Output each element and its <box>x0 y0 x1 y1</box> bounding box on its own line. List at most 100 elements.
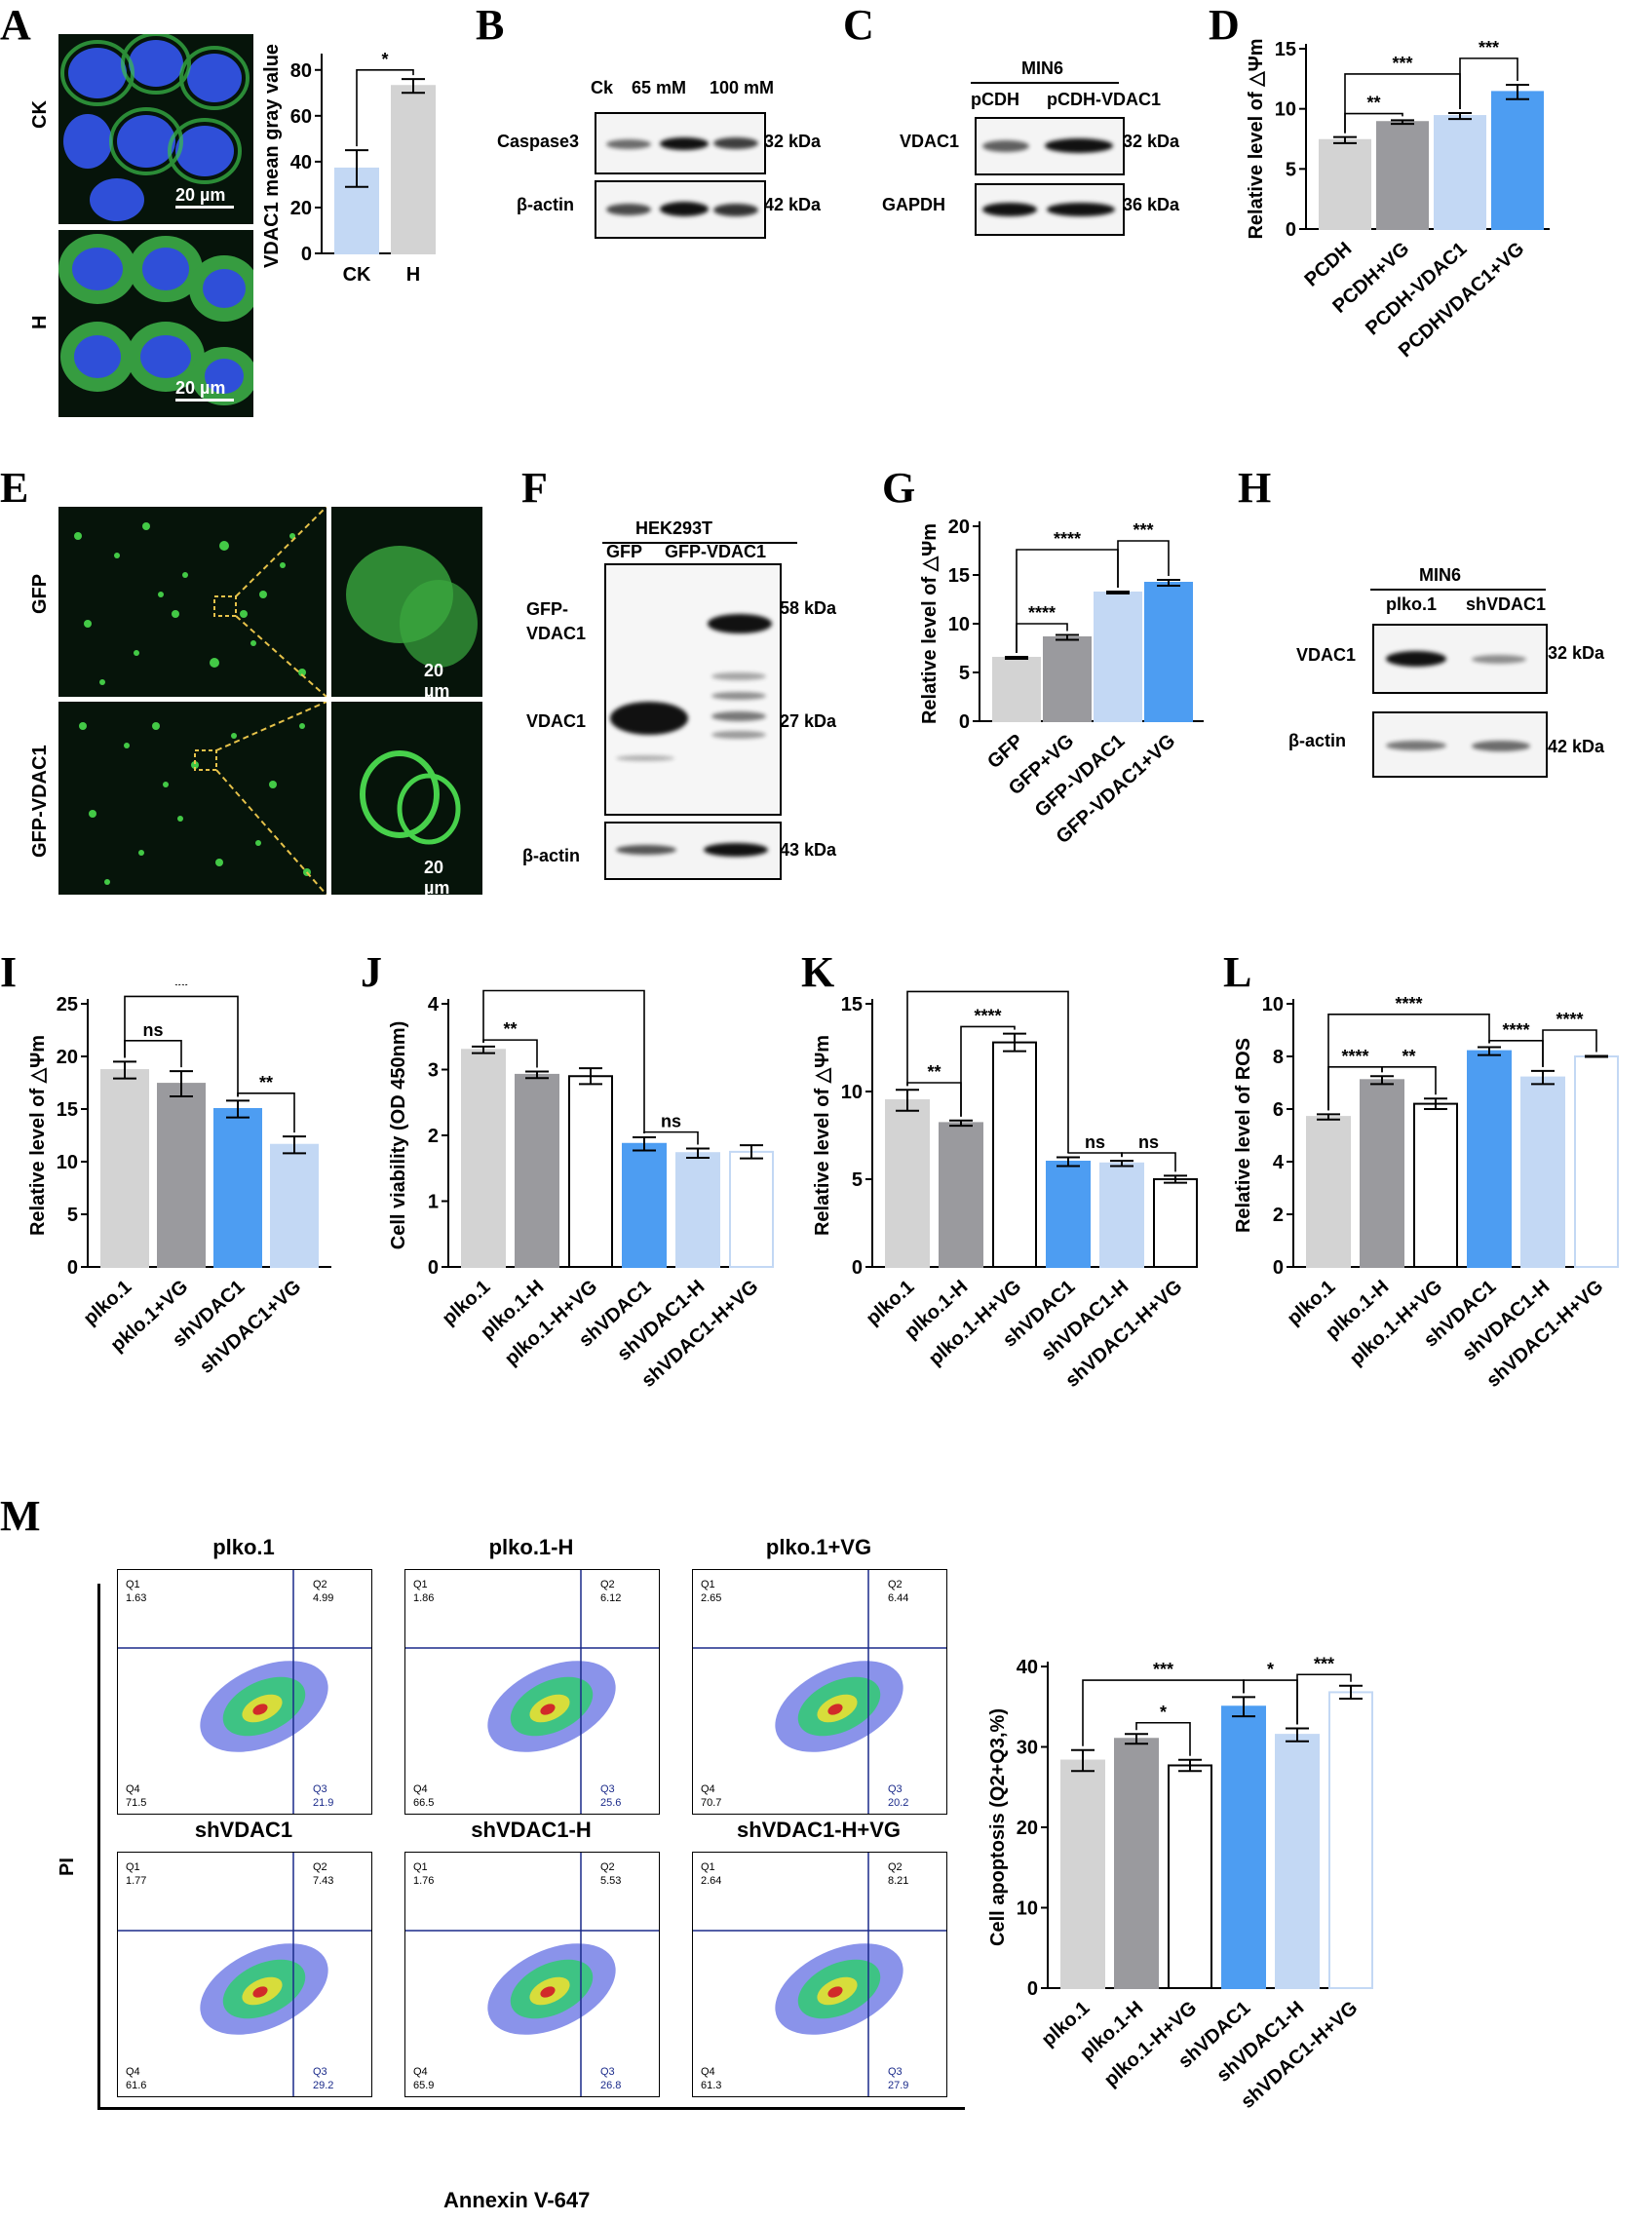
significance-bracket <box>124 1040 182 1068</box>
bar <box>1043 636 1092 722</box>
blot-header-line <box>971 82 1119 84</box>
y-tick-label: 4 <box>428 994 440 1015</box>
significance-label: ns <box>1138 1132 1159 1152</box>
micrograph-ck: 20 µm <box>58 34 253 224</box>
significance-bracket <box>960 1025 1016 1117</box>
quadrant-name: Q1 <box>701 1861 715 1873</box>
significance-label: *** <box>1133 520 1153 540</box>
quadrant-value: 6.12 <box>600 1592 621 1604</box>
x-tick-label: shVDAC1+VG <box>196 1276 306 1377</box>
flow-plot-canvas: Q1 1.63 Q2 4.99 Q3 21.9 Q4 71.5 <box>118 1570 371 1814</box>
panel-letter-c: C <box>843 1 874 49</box>
blot-row-label: VDAC1 <box>1296 645 1357 665</box>
y-tick-label: 80 <box>290 60 312 82</box>
quadrant-name: Q4 <box>701 2066 715 2078</box>
significance-label: * <box>1267 1660 1274 1679</box>
significance-bracket <box>1542 1029 1597 1067</box>
bar <box>1434 115 1486 230</box>
y-tick-label: 2 <box>428 1126 439 1147</box>
bar <box>1144 582 1193 722</box>
y-tick-label: 15 <box>1275 39 1296 60</box>
bar <box>992 657 1041 722</box>
significance-bracket <box>1067 1152 1123 1158</box>
blot-actin <box>604 822 782 880</box>
significance-bracket <box>124 995 239 1097</box>
kda-label: 42 kDa <box>764 195 822 214</box>
y-tick-label: 20 <box>1017 1818 1038 1839</box>
bar <box>1319 138 1371 230</box>
bar <box>729 1150 774 1268</box>
significance-bracket <box>1327 1014 1490 1111</box>
quadrant-value: 70.7 <box>701 1797 721 1809</box>
significance-label: ** <box>1402 1047 1415 1066</box>
plot-area: 0 20 40 60 80 VDAC1 mean gray value CK H * <box>263 44 436 286</box>
bar <box>100 1069 149 1269</box>
panel-letter-b: B <box>476 1 505 49</box>
bar <box>1376 121 1429 230</box>
y-tick-label: 5 <box>1286 159 1296 180</box>
quadrant-name: Q4 <box>126 1783 140 1795</box>
scale-bar: 20 µm <box>424 858 473 895</box>
y-axis-label: Relative level of △Ψm <box>27 1035 49 1236</box>
micrograph-h: 20 µm <box>58 230 253 417</box>
quadrant-value: 1.77 <box>126 1875 146 1887</box>
y-tick-label: 20 <box>290 198 312 219</box>
panel-letter-g: G <box>882 464 916 512</box>
micrograph-gfp-field <box>58 507 327 697</box>
bar <box>1221 1705 1266 1989</box>
blot-actin <box>595 180 766 239</box>
y-tick-label: 0 <box>301 244 312 265</box>
flow-plot-title: plko.1-H <box>488 1535 574 1559</box>
flow-density-core <box>827 1704 843 1715</box>
quadrant-name: Q2 <box>313 1861 327 1873</box>
flow-plot-canvas: Q1 2.64 Q2 8.21 Q3 27.9 Q4 61.3 <box>693 1853 946 2096</box>
flow-density-core <box>540 1704 556 1715</box>
micrograph-gfp-vdac1-field <box>58 702 327 895</box>
y-tick-label: 40 <box>1017 1657 1038 1678</box>
quadrant-value: 25.6 <box>600 1797 621 1809</box>
panel-letter-m: M <box>0 1492 41 1540</box>
y-tick-label: 60 <box>290 106 312 128</box>
flow-axis-left <box>97 1584 100 2110</box>
significance-label: **** <box>974 1006 1001 1025</box>
bar <box>1094 592 1142 722</box>
flow-density-core <box>827 1986 843 1998</box>
quadrant-name: Q4 <box>413 2066 428 2078</box>
quadrant-name: Q1 <box>126 1579 140 1590</box>
significance-label: ns <box>661 1112 681 1131</box>
quadrant-name: Q3 <box>313 1783 327 1795</box>
significance-label: * <box>381 50 388 69</box>
x-tick-label: H <box>406 264 420 286</box>
blot-header-line <box>1370 589 1546 591</box>
bar <box>622 1142 667 1268</box>
significance-bracket <box>356 68 414 147</box>
blot-row-label: VDAC1 <box>526 624 587 643</box>
bar <box>1413 1102 1458 1268</box>
quadrant-value: 29.2 <box>313 2080 333 2091</box>
y-tick-label: 0 <box>428 1257 439 1279</box>
significance-bracket <box>237 1092 295 1133</box>
bar <box>1153 1178 1198 1268</box>
blot-row-label: VDAC1 <box>526 711 587 731</box>
flow-density-core <box>252 1704 268 1715</box>
y-axis-label: Cell apoptosis (Q2+Q3,%) <box>987 1708 1009 1946</box>
lane-label: Ck <box>591 78 614 97</box>
y-tick-label: 2 <box>1273 1205 1284 1226</box>
quadrant-value: 2.64 <box>701 1875 721 1887</box>
kda-label: 32 kDa <box>1548 643 1605 663</box>
y-tick-label: 10 <box>1262 994 1284 1015</box>
quadrant-value: 7.43 <box>313 1875 333 1887</box>
micro-row-label-h: H <box>29 315 51 329</box>
significance-label: **** <box>1395 994 1422 1014</box>
significance-label: **** <box>1502 1020 1529 1040</box>
blot-gfp-vdac1 <box>604 563 782 816</box>
kda-label: 42 kDa <box>1548 737 1605 756</box>
bar <box>1168 1764 1212 1989</box>
scale-bar: 20 µm <box>175 378 234 402</box>
y-tick-label: 10 <box>841 1082 863 1103</box>
